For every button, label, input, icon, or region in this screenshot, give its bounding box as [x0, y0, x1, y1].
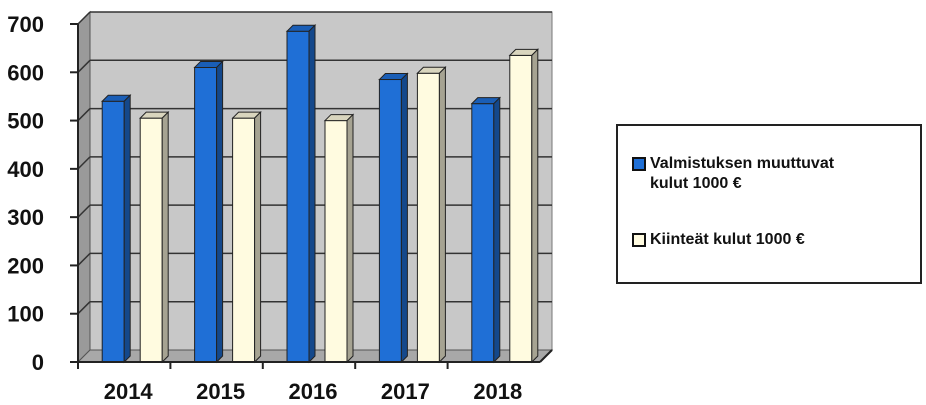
bar-2014-series-1: [138, 110, 170, 364]
bar-2015-series-0: [193, 60, 224, 364]
bar-side: [308, 24, 316, 364]
legend: Valmistuksen muuttuvat kulut 1000 € Kiin…: [616, 124, 922, 284]
bar-front: [232, 117, 256, 363]
bar-front: [139, 117, 163, 363]
bar-2014-series-0: [100, 94, 132, 364]
bar-2015-series-1: [231, 110, 262, 364]
legend-swatch-variable-costs: [632, 157, 646, 171]
x-axis: 2014 2015 2016 2017 2018: [77, 349, 553, 404]
bar-2016-series-0: [285, 24, 317, 364]
gridline-side: [77, 11, 91, 25]
bar-2018-series-0: [470, 96, 502, 364]
bar-side: [161, 110, 169, 364]
x-tick-label: 2017: [381, 379, 430, 404]
bar-front: [416, 72, 440, 363]
legend-item-variable-costs: Valmistuksen muuttuvat kulut 1000 €: [632, 154, 915, 194]
bar-side: [531, 48, 539, 364]
x-tick-label: 2015: [196, 379, 245, 404]
gridline-side: [77, 59, 91, 73]
y-tick-label: 700: [7, 12, 44, 37]
x-tick-label: 2014: [104, 379, 154, 404]
gridline-side: [77, 204, 91, 218]
bar-side: [346, 113, 354, 364]
gridline-side: [77, 301, 91, 315]
y-axis: 0 100 200 300 400 500 600 700: [7, 12, 79, 375]
y-tick-label: 400: [7, 157, 44, 182]
y-tick-label: 500: [7, 109, 44, 134]
y-tick-label: 200: [7, 253, 44, 278]
gridline-side: [77, 156, 91, 170]
y-tick-label: 0: [32, 350, 44, 375]
y-tick-label: 300: [7, 205, 44, 230]
bar-side: [254, 110, 262, 364]
x-tick-label: 2016: [289, 379, 338, 404]
x-tick-label: 2018: [473, 379, 522, 404]
legend-label-variable-costs: Valmistuksen muuttuvat kulut 1000 €: [650, 155, 835, 192]
bar-front: [324, 120, 348, 363]
bar-side: [123, 94, 131, 364]
bar-front: [378, 79, 402, 363]
bar-front: [194, 66, 218, 363]
gridline-side: [77, 252, 91, 266]
bar-front: [101, 100, 125, 363]
y-tick-label: 600: [7, 60, 44, 85]
side-wall: [77, 10, 91, 364]
legend-swatch-fixed-costs: [632, 233, 646, 247]
bar-2016-series-1: [323, 113, 355, 364]
bar-front: [509, 54, 533, 363]
bar-2017-series-1: [416, 66, 447, 364]
gridline-side: [77, 108, 91, 122]
bar-2018-series-1: [508, 48, 540, 364]
bar-2017-series-0: [378, 72, 409, 364]
legend-label-fixed-costs: Kiinteät kulut 1000 €: [650, 231, 805, 248]
bar-side: [438, 66, 446, 364]
bar-side: [493, 96, 501, 364]
y-tick-label: 100: [7, 302, 44, 327]
bar-side: [400, 72, 408, 364]
bar-front: [286, 30, 310, 363]
bar-front: [471, 103, 495, 363]
legend-item-fixed-costs: Kiinteät kulut 1000 €: [632, 230, 915, 250]
bars: [100, 24, 540, 364]
bar-side: [216, 60, 224, 364]
x-axis-depth-line: [539, 349, 553, 363]
